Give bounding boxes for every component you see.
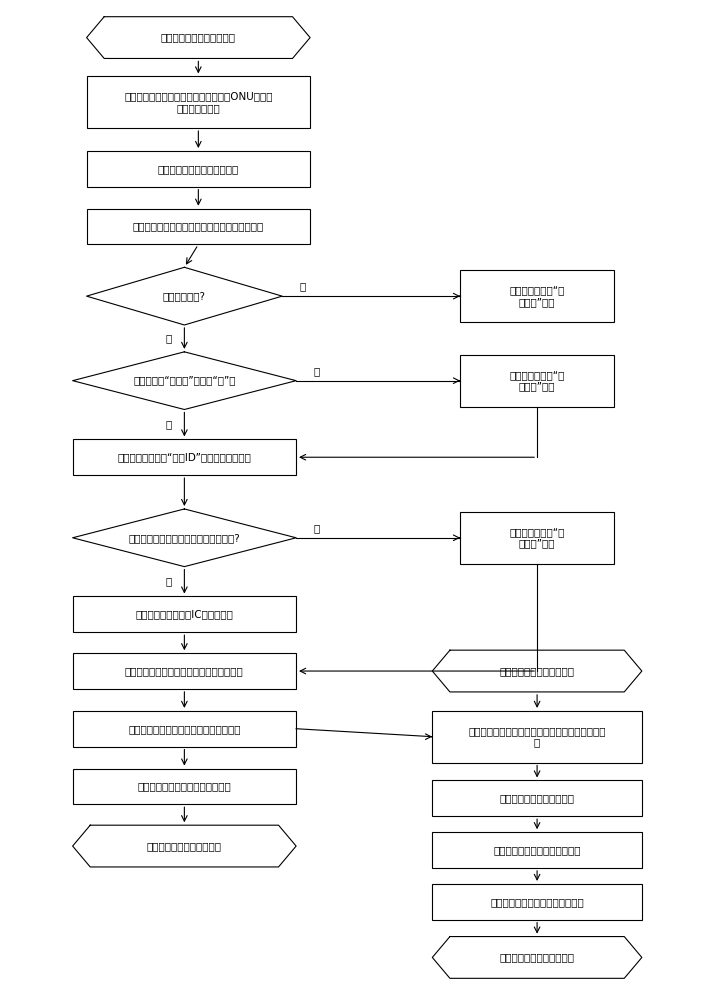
Polygon shape: [73, 509, 296, 567]
Polygon shape: [73, 825, 296, 867]
Text: 是: 是: [166, 333, 172, 343]
Text: 被动管理功能（进程）入口: 被动管理功能（进程）入口: [161, 33, 236, 43]
Text: 被动管理功能恢复至初始阻塞状态: 被动管理功能恢复至初始阻塞状态: [137, 781, 231, 791]
Text: 恢复主动上报功能至初始阻塞状态: 恢复主动上报功能至初始阻塞状态: [490, 897, 584, 907]
Text: 是: 是: [314, 523, 320, 533]
Text: 被动管理功能接收到配置命令: 被动管理功能接收到配置命令: [158, 164, 239, 174]
Bar: [460, 270, 614, 322]
Text: 向网管软件发送“配
置成功”状态: 向网管软件发送“配 置成功”状态: [510, 527, 565, 549]
Text: 根据业务记录中的“业务ID”索引历史业务记录: 根据业务记录中的“业务ID”索引历史业务记录: [118, 452, 251, 462]
Bar: [432, 780, 642, 816]
Bar: [73, 596, 296, 632]
Text: 向主动上报功能发送本次形成的业务记录: 向主动上报功能发送本次形成的业务记录: [128, 724, 241, 734]
Bar: [432, 884, 642, 920]
Text: 否: 否: [300, 281, 306, 291]
Text: 主动上报功能（进程）入口: 主动上报功能（进程）入口: [500, 666, 574, 676]
Polygon shape: [432, 937, 642, 978]
Bar: [87, 76, 310, 128]
Bar: [432, 711, 642, 763]
Bar: [73, 711, 296, 747]
Text: 向网管软件发送“配
置错误”状态: 向网管软件发送“配 置错误”状态: [510, 285, 565, 307]
Polygon shape: [73, 352, 296, 410]
Text: 业务记录合法?: 业务记录合法?: [163, 291, 206, 301]
Text: 本次业务记录与历史业务记录是否一致?: 本次业务记录与历史业务记录是否一致?: [129, 533, 240, 543]
Text: 主动上报功能阻塞，等待被动管理功能发送业务记
录: 主动上报功能阻塞，等待被动管理功能发送业务记 录: [468, 726, 606, 747]
Text: 否: 否: [166, 577, 172, 587]
Text: 业务记录的“实时性”字段为“是”？: 业务记录的“实时性”字段为“是”？: [133, 376, 236, 386]
Polygon shape: [87, 267, 282, 325]
Polygon shape: [432, 650, 642, 692]
Text: 被动管理功能（进程）出口: 被动管理功能（进程）出口: [147, 841, 222, 851]
Text: 将业务数据广播给需知网管软件: 将业务数据广播给需知网管软件: [494, 845, 581, 855]
Text: 否: 否: [166, 419, 172, 429]
Text: 更新数据中的业务记录，形成新的业务记录: 更新数据中的业务记录，形成新的业务记录: [125, 666, 244, 676]
Text: 主动上报功能（进程）出口: 主动上报功能（进程）出口: [500, 952, 574, 962]
Bar: [73, 653, 296, 689]
Text: 被动管理功能判断配置命令中业务记录的合法性: 被动管理功能判断配置命令中业务记录的合法性: [133, 222, 264, 232]
Bar: [73, 439, 296, 475]
Bar: [73, 768, 296, 804]
Bar: [87, 209, 310, 244]
Text: 是: 是: [314, 366, 320, 376]
Text: 主动上报功能确定广播对象: 主动上报功能确定广播对象: [500, 793, 574, 803]
Text: 向网管软件发送“收
到配置”状态: 向网管软件发送“收 到配置”状态: [510, 370, 565, 391]
Text: 根据业务数据操作各IC和操作系统: 根据业务数据操作各IC和操作系统: [135, 609, 233, 619]
Text: 被动管理功能阻塞，等待管理通道位于ONU侧的代
理发送配置命令: 被动管理功能阻塞，等待管理通道位于ONU侧的代 理发送配置命令: [124, 91, 272, 113]
Bar: [460, 512, 614, 564]
Bar: [87, 151, 310, 187]
Bar: [460, 355, 614, 407]
Bar: [432, 832, 642, 868]
Polygon shape: [87, 17, 310, 58]
